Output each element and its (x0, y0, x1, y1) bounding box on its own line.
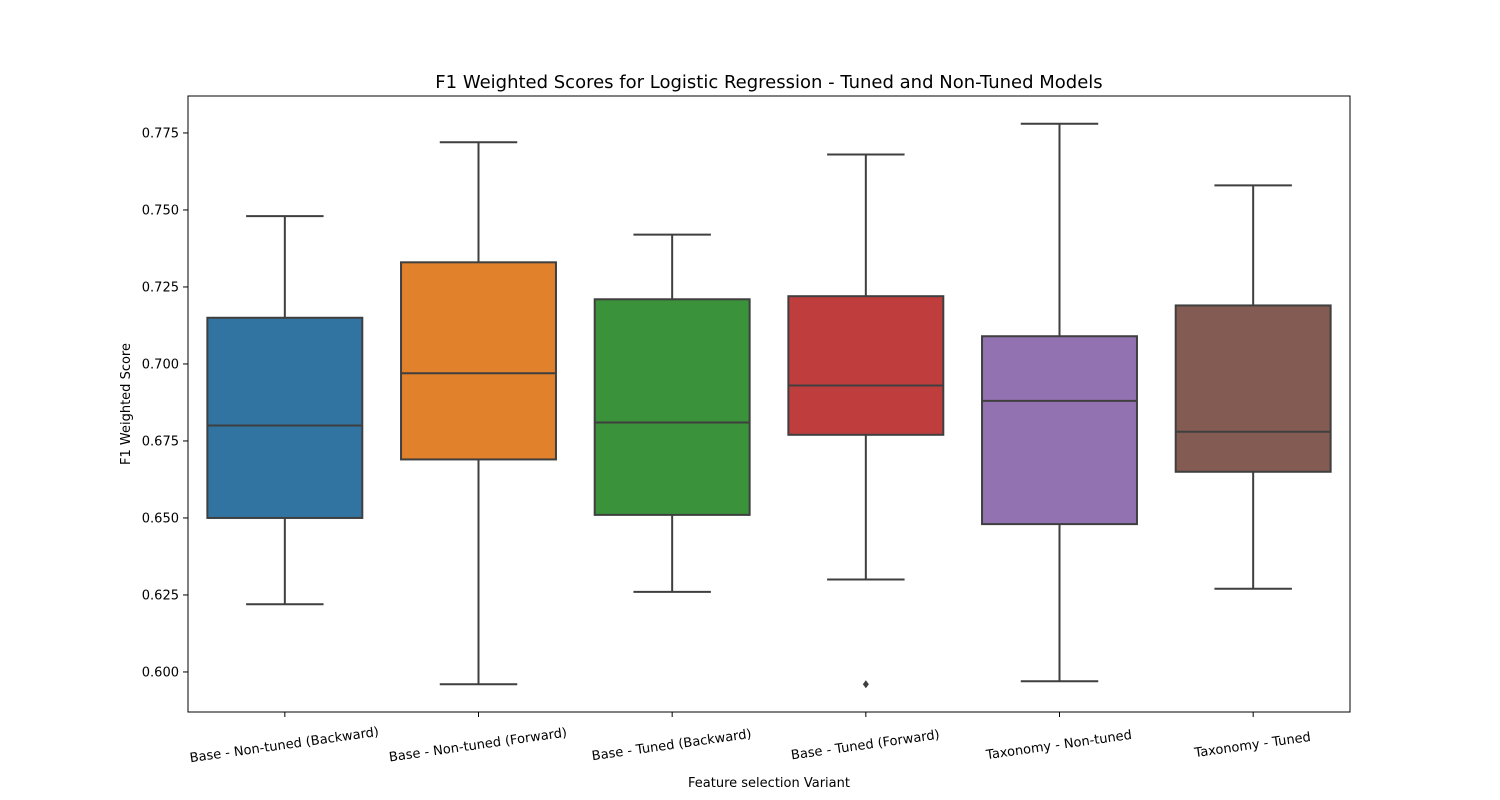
y-axis-label: F1 Weighted Score (119, 343, 134, 465)
box-iqr (1174, 304, 1332, 473)
y-tick-label: 0.700 (142, 357, 179, 372)
y-tick-label: 0.750 (142, 203, 179, 218)
x-tick-label: Taxonomy - Non-tuned (984, 728, 1133, 763)
box-group (206, 215, 364, 606)
box-iqr (593, 298, 751, 516)
x-tick-label: Taxonomy - Tuned (1193, 730, 1312, 761)
y-tick-label: 0.650 (142, 511, 179, 526)
outlier-point (862, 680, 869, 689)
box-iqr (787, 295, 945, 436)
y-tick-label: 0.600 (142, 665, 179, 680)
x-tick-label: Base - Tuned (Forward) (790, 728, 941, 764)
box-group (400, 141, 557, 686)
box-iqr (400, 261, 557, 461)
box-group (1174, 184, 1332, 590)
y-tick-label: 0.625 (142, 588, 179, 603)
x-axis-label: Feature selection Variant (688, 776, 850, 791)
x-tick-label: Base - Non-tuned (Backward) (189, 725, 380, 766)
plot-frame (187, 95, 1351, 713)
box-group (593, 233, 751, 593)
y-tick-label: 0.725 (142, 280, 179, 295)
plot-area (206, 122, 1332, 689)
chart-title: F1 Weighted Scores for Logistic Regressi… (435, 72, 1102, 93)
y-tick-label: 0.775 (142, 126, 179, 141)
y-tick-label: 0.675 (142, 434, 179, 449)
x-tick-label: Base - Non-tuned (Forward) (388, 726, 568, 766)
box-iqr (206, 316, 364, 519)
box-iqr (981, 335, 1138, 526)
box-group (787, 153, 945, 689)
box-group (981, 122, 1138, 683)
x-tick-label: Base - Tuned (Backward) (591, 727, 753, 764)
